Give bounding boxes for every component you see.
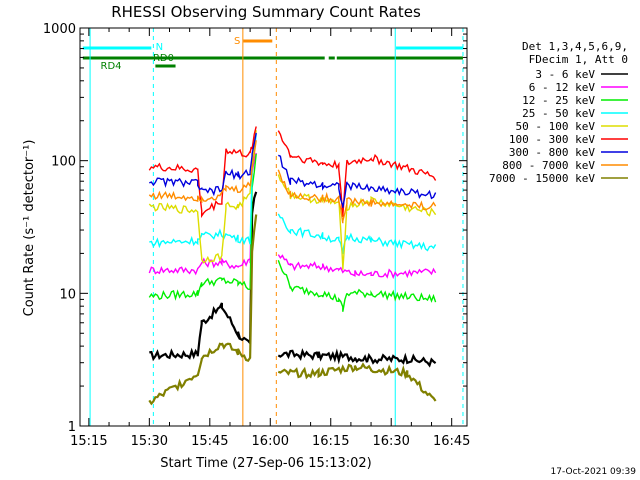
- legend-entry-label: 50 - 100 keV: [516, 120, 596, 133]
- legend-entry-label: 7000 - 15000 keV: [489, 172, 595, 185]
- series-line: [149, 191, 437, 368]
- x-tick-label: 15:15: [70, 434, 107, 449]
- vertical-event-lines: [89, 28, 464, 426]
- legend-entry-label: 12 - 25 keV: [522, 94, 595, 107]
- series-line: [149, 132, 437, 208]
- legend-entry-label: 6 - 12 keV: [529, 81, 596, 94]
- y-tick-label: 1: [68, 420, 76, 435]
- series-line: [148, 126, 437, 219]
- y-tick-labels: 1 10 100 1000: [43, 22, 76, 435]
- series-line: [148, 214, 437, 406]
- series-line: [148, 152, 437, 280]
- legend-entry-label: 25 - 50 keV: [522, 107, 595, 120]
- x-tick-label: 15:30: [131, 434, 168, 449]
- y-axis-label: Count Rate (s⁻¹ detector⁻¹): [22, 140, 37, 317]
- series-line: [148, 153, 437, 312]
- generation-timestamp: 17-Oct-2021 09:39: [551, 467, 637, 477]
- legend-entry-label: 300 - 800 keV: [509, 146, 595, 159]
- flag-label: RD4: [101, 61, 122, 72]
- flag-label: N: [156, 42, 163, 53]
- x-tick-label: 16:15: [312, 434, 349, 449]
- legend-header-line-2: FDecim 1, Att 0: [529, 53, 628, 66]
- x-tick-label: 15:45: [191, 434, 228, 449]
- legend-entry-label: 3 - 6 keV: [535, 68, 595, 81]
- plot-frame: [79, 27, 468, 427]
- x-axis-label: Start Time (27-Sep-06 15:13:02): [160, 456, 371, 471]
- y-tick-label: 1000: [43, 22, 76, 37]
- series-layer: [148, 126, 437, 406]
- series-line: [149, 133, 437, 255]
- flag-label: RD0: [153, 53, 174, 64]
- x-tick-label: 16:45: [433, 434, 470, 449]
- flag-label: S: [234, 36, 240, 47]
- x-tick-labels: 15:15 15:30 15:45 16:00 16:15 16:30 16:45: [70, 434, 470, 449]
- y-tick-label: 10: [59, 287, 76, 302]
- axis-ticks: [80, 28, 467, 427]
- chart-title: RHESSI Observing Summary Count Rates: [111, 3, 421, 21]
- x-tick-label: 16:30: [372, 434, 409, 449]
- legend-header-line-1: Det 1,3,4,5,6,9,: [522, 40, 628, 53]
- y-tick-label: 100: [51, 155, 76, 170]
- legend-entry-label: 100 - 300 keV: [509, 133, 595, 146]
- series-line: [148, 130, 437, 270]
- x-tick-label: 16:00: [252, 434, 289, 449]
- series-line: [148, 140, 437, 224]
- legend-entry-label: 800 - 7000 keV: [502, 159, 595, 172]
- legend: Det 1,3,4,5,6,9, FDecim 1, Att 0 3 - 6 k…: [489, 40, 628, 185]
